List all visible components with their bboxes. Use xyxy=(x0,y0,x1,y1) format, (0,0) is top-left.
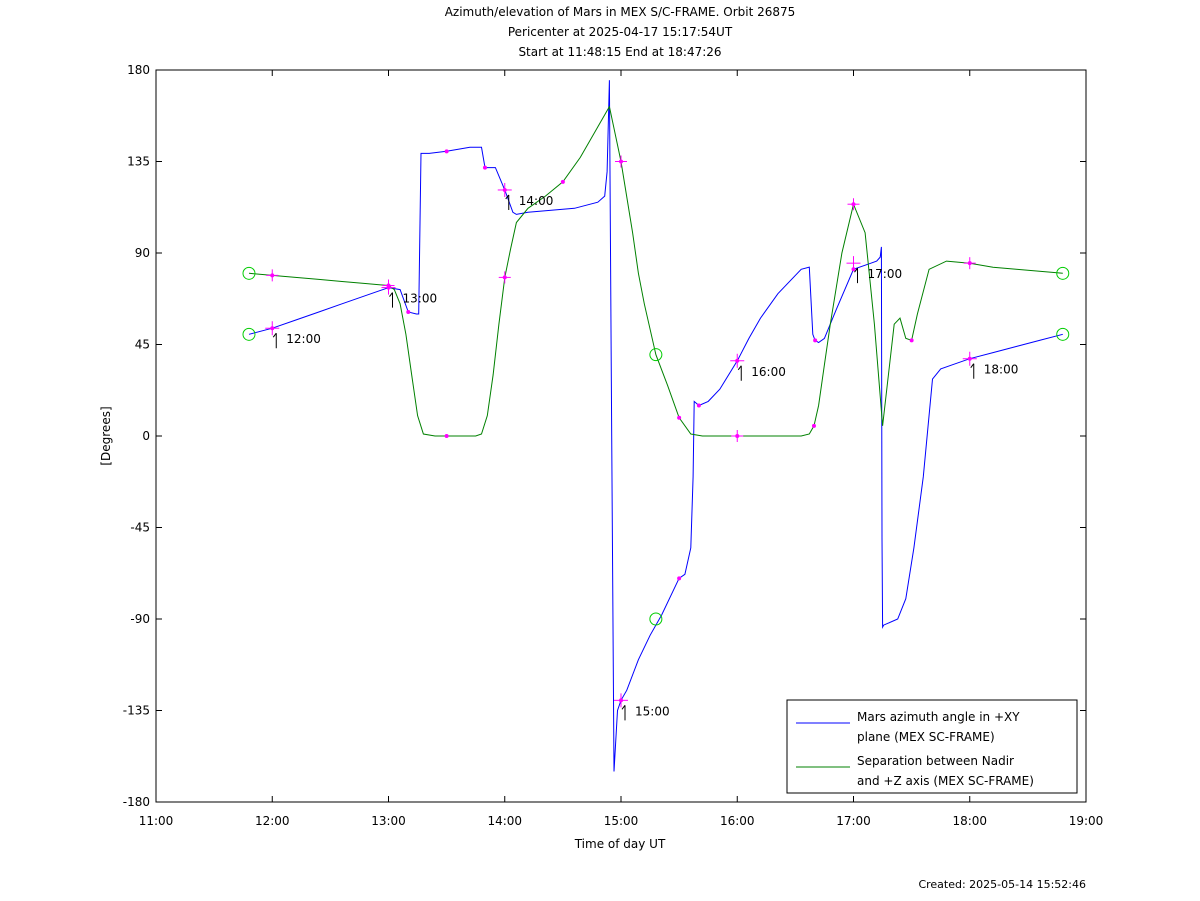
hour-arrow-head xyxy=(389,292,393,297)
x-tick-label: 17:00 xyxy=(836,814,871,828)
y-tick-label: -45 xyxy=(130,521,150,535)
hour-arrow-head xyxy=(737,365,742,371)
data-point xyxy=(811,423,816,428)
endpoint-circle xyxy=(1056,327,1070,341)
hour-label: 17:00 xyxy=(868,267,903,281)
x-tick-label: 15:00 xyxy=(604,814,639,828)
endpoint-circle xyxy=(242,266,256,280)
title-line-2: Pericenter at 2025-04-17 15:17:54UT xyxy=(507,25,733,39)
title-line-1: Azimuth/elevation of Mars in MEX S/C-FRA… xyxy=(444,5,796,19)
endpoint-circle xyxy=(1056,266,1070,280)
legend-label-separation-2: and +Z axis (MEX SC-FRAME) xyxy=(857,774,1034,788)
data-point xyxy=(406,309,411,314)
data-point xyxy=(696,403,701,408)
legend-label-azimuth-1: Mars azimuth angle in +XY xyxy=(857,710,1020,724)
endpoint-circle xyxy=(649,612,663,626)
hour-label: 15:00 xyxy=(635,704,670,718)
data-point xyxy=(482,165,487,170)
hour-arrow-head xyxy=(272,332,277,338)
x-tick-label: 12:00 xyxy=(255,814,290,828)
data-point xyxy=(444,149,449,154)
x-tick-label: 11:00 xyxy=(139,814,174,828)
hour-arrow-head xyxy=(621,705,626,710)
data-point xyxy=(677,576,682,581)
x-tick-label: 16:00 xyxy=(720,814,755,828)
annotation-layer: 12:00 13:00 14:00 15:00 16:00 17:00 18:00 xyxy=(242,155,1070,721)
series-layer xyxy=(248,80,1063,772)
y-tick-label: 45 xyxy=(135,338,150,352)
data-point xyxy=(677,415,682,420)
y-tick-label: 180 xyxy=(127,63,150,77)
y-tick-label: -90 xyxy=(130,612,150,626)
data-point xyxy=(444,434,449,438)
created-timestamp: Created: 2025-05-14 15:52:46 xyxy=(918,878,1086,891)
axes: 11:00 12:00 13:00 14:00 15:00 16:00 17:00 18:00… xyxy=(99,63,1103,851)
hour-label: 18:00 xyxy=(984,363,1019,377)
hour-label: 14:00 xyxy=(519,194,554,208)
hour-label: 13:00 xyxy=(403,292,438,306)
y-tick-label: 0 xyxy=(142,429,150,443)
legend-box xyxy=(786,699,1078,794)
x-tick-label: 13:00 xyxy=(371,814,406,828)
y-axis-label: [Degrees] xyxy=(99,406,113,465)
legend-label-separation-1: Separation between Nadir xyxy=(857,754,1014,768)
y-tick-label: 90 xyxy=(135,246,150,260)
title-line-3: Start at 11:48:15 End at 18:47:26 xyxy=(518,45,722,59)
legend: Mars azimuth angle in +XY plane (MEX SC-… xyxy=(786,699,1078,794)
hour-arrow-head xyxy=(505,194,510,200)
series-line-1 xyxy=(248,105,1063,437)
marker-layer xyxy=(270,149,972,703)
endpoint-circle xyxy=(242,327,256,341)
data-point xyxy=(909,338,914,343)
hour-label: 12:00 xyxy=(286,332,321,346)
x-tick-label: 19:00 xyxy=(1069,814,1104,828)
hour-label: 16:00 xyxy=(751,365,786,379)
data-point xyxy=(813,338,818,343)
x-axis-label: Time of day UT xyxy=(574,837,666,851)
hour-arrow-head xyxy=(970,363,975,369)
plot-frame xyxy=(155,69,1087,803)
hour-arrow-head xyxy=(854,267,858,273)
data-point xyxy=(560,179,565,184)
endpoint-circle xyxy=(649,348,663,362)
y-tick-label: 135 xyxy=(127,155,150,169)
y-tick-label: -180 xyxy=(123,795,150,809)
legend-label-azimuth-2: plane (MEX SC-FRAME) xyxy=(857,730,995,744)
y-tick-label: -135 xyxy=(123,704,150,718)
series-line-0 xyxy=(248,80,1063,772)
x-tick-label: 18:00 xyxy=(952,814,987,828)
x-tick-label: 14:00 xyxy=(487,814,522,828)
